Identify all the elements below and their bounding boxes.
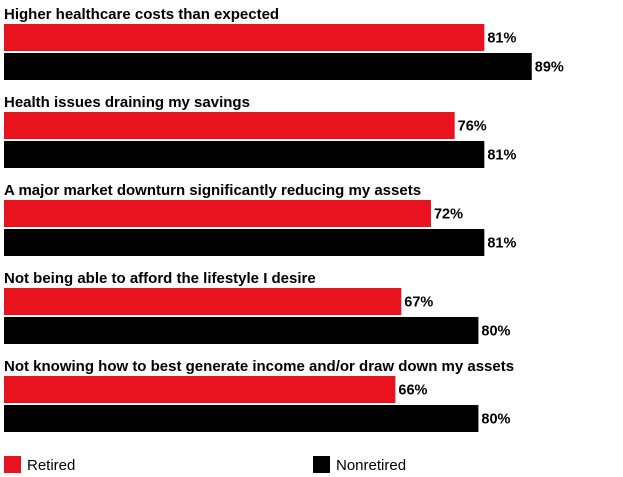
category-label: A major market downturn significantly re… — [4, 182, 421, 199]
value-label-nonretired: 89% — [535, 60, 564, 76]
value-label-nonretired: 81% — [487, 236, 516, 252]
bar-nonretired — [4, 405, 479, 432]
value-label-nonretired: 80% — [481, 412, 510, 428]
bar-retired — [4, 376, 396, 403]
legend-label-nonretired: Nonretired — [336, 457, 406, 474]
value-label-retired: 72% — [434, 207, 463, 223]
bar-nonretired — [4, 141, 485, 168]
category-label: Health issues draining my savings — [4, 94, 250, 111]
bar-nonretired — [4, 317, 479, 344]
bar-retired — [4, 112, 455, 139]
value-label-retired: 81% — [487, 31, 516, 47]
legend-swatch-nonretired — [313, 456, 330, 473]
value-label-nonretired: 80% — [481, 324, 510, 340]
legend-label-retired: Retired — [27, 457, 75, 474]
category-label: Not being able to afford the lifestyle I… — [4, 270, 316, 287]
value-label-retired: 66% — [398, 383, 427, 399]
value-label-retired: 76% — [458, 119, 487, 135]
category-label: Not knowing how to best generate income … — [4, 358, 514, 375]
value-label-retired: 67% — [404, 295, 433, 311]
bar-retired — [4, 288, 402, 315]
bar-retired — [4, 24, 485, 51]
bar-retired — [4, 200, 431, 227]
value-label-nonretired: 81% — [487, 148, 516, 164]
legend-swatch-retired — [4, 456, 21, 473]
bar-nonretired — [4, 229, 485, 256]
category-label: Higher healthcare costs than expected — [4, 6, 279, 23]
bar-nonretired — [4, 53, 532, 80]
